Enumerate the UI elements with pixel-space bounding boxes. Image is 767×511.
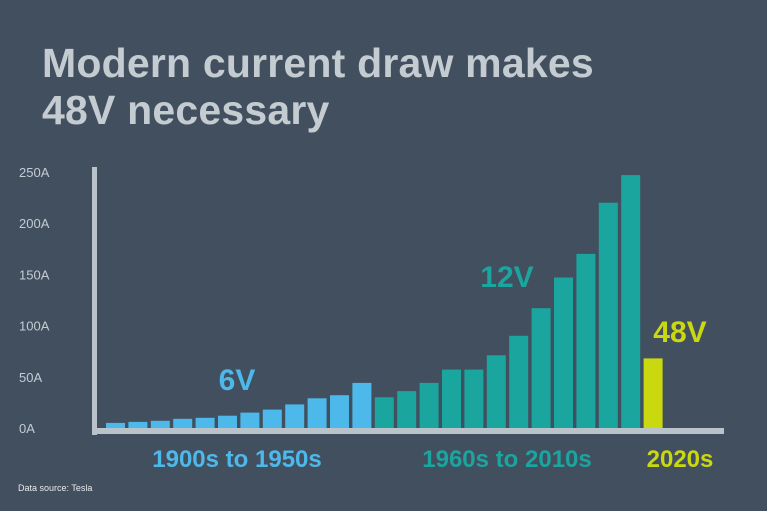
- y-axis-line: [92, 167, 97, 435]
- x-group-label: 2020s: [647, 446, 714, 473]
- bar-6v: [173, 418, 193, 428]
- bar-6v: [307, 398, 327, 428]
- y-tick-label: 200A: [19, 216, 50, 231]
- bar-6v: [240, 412, 260, 428]
- bar-12v: [554, 277, 573, 428]
- y-tick-label: 50A: [19, 370, 42, 385]
- series-label-12v: 12V: [480, 261, 533, 294]
- bar-12v: [576, 253, 596, 428]
- bar-12v: [598, 202, 618, 428]
- chart-title-line-1: Modern current draw makes: [42, 40, 594, 86]
- bar-6v: [330, 395, 349, 428]
- bar-12v: [486, 355, 506, 428]
- bar-6v: [218, 415, 237, 428]
- y-tick-label: 150A: [19, 267, 50, 282]
- series-label-6v: 6V: [219, 364, 256, 397]
- bar-12v: [419, 382, 439, 428]
- series-label-48v: 48V: [653, 316, 706, 349]
- bar-12v: [374, 397, 394, 428]
- bar-6v: [106, 422, 125, 428]
- bar-6v: [128, 421, 148, 428]
- data-source-note: Data source: Tesla: [18, 483, 93, 493]
- bar-6v: [195, 417, 215, 428]
- bar-12v: [621, 175, 641, 428]
- bar-12v: [442, 369, 461, 428]
- bar-6v: [150, 420, 170, 428]
- bar-12v: [531, 308, 551, 428]
- bar-12v: [509, 335, 529, 428]
- x-axis-line: [92, 428, 724, 434]
- bar-6v: [285, 404, 305, 428]
- y-tick-label: 250A: [19, 165, 50, 180]
- chart-title-line-2: 48V necessary: [42, 87, 330, 133]
- x-group-label: 1900s to 1950s: [152, 446, 321, 473]
- y-tick-label: 100A: [19, 319, 50, 334]
- bar-6v: [352, 382, 372, 428]
- y-tick-label: 0A: [19, 421, 35, 436]
- bar-48v: [643, 358, 663, 428]
- x-group-label: 1960s to 2010s: [422, 446, 591, 473]
- bar-6v: [262, 409, 282, 428]
- bar-12v: [397, 391, 417, 428]
- chart-title: Modern current draw makes 48V necessary: [42, 40, 594, 134]
- bar-12v: [464, 369, 484, 428]
